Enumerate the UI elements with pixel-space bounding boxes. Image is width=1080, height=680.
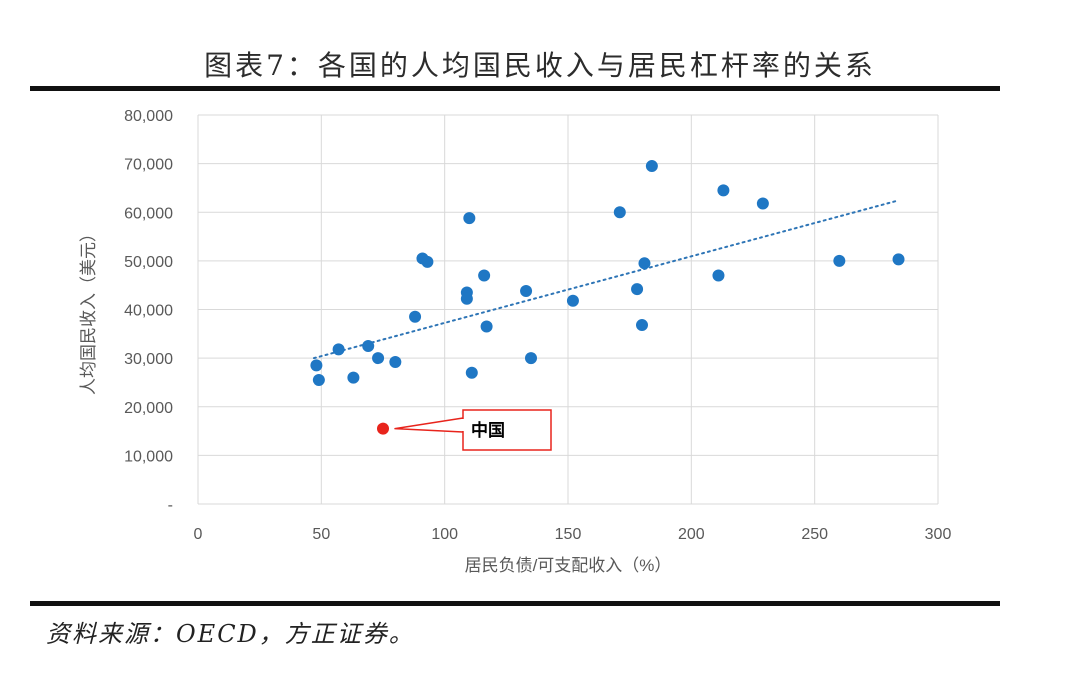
data-point	[717, 184, 730, 197]
source-note: 资料来源：OECD，方正证券。	[46, 620, 415, 648]
y-tick-label: 60,000	[124, 205, 173, 222]
x-tick-label: 50	[312, 526, 330, 543]
x-tick-label: 300	[925, 526, 952, 543]
trendline-group	[312, 200, 898, 360]
china-callout: 中国	[377, 409, 552, 451]
x-tick-label: 150	[555, 526, 582, 543]
y-tick-labels: - 10,000 20,000 30,000 40,000 50,000 60,000 70,…	[124, 108, 173, 514]
y-tick-label: 50,000	[124, 254, 173, 271]
x-tick-label: 100	[431, 526, 458, 543]
x-tick-label: 0	[194, 526, 203, 543]
data-point	[636, 319, 648, 332]
data-point	[480, 320, 493, 333]
data-point	[638, 257, 651, 270]
data-point	[465, 366, 478, 379]
grid-lines	[197, 114, 939, 505]
y-tick-label: 70,000	[124, 157, 173, 174]
data-point	[645, 160, 658, 173]
y-tick-label: 30,000	[124, 351, 173, 368]
data-point	[332, 343, 345, 356]
data-point	[756, 197, 769, 210]
y-axis-label: 人均国民收入（美元）	[79, 225, 98, 395]
data-point	[362, 339, 375, 352]
data-point	[409, 310, 422, 323]
callout-box	[462, 409, 552, 451]
x-axis-label: 居民负债/可支配收入（%）	[465, 556, 672, 575]
data-point	[631, 283, 644, 296]
data-point	[312, 374, 325, 387]
y-tick-label: -	[168, 497, 173, 514]
y-tick-label: 80,000	[124, 108, 173, 125]
data-point	[712, 269, 725, 282]
data-point	[613, 206, 626, 219]
data-point	[520, 285, 533, 298]
callout-pointer	[394, 417, 464, 433]
y-tick-label: 20,000	[124, 400, 173, 417]
x-tick-labels: 0 50 100 150 200 250 300	[194, 526, 952, 543]
data-point	[347, 371, 360, 384]
data-point	[372, 352, 385, 365]
data-point	[463, 212, 476, 225]
data-point	[389, 356, 402, 369]
callout-label: 中国	[471, 420, 505, 440]
data-points	[310, 160, 905, 387]
x-tick-label: 200	[678, 526, 705, 543]
china-data-point	[377, 422, 389, 435]
figure-title: 图表7：各国的人均国民收入与居民杠杆率的关系	[204, 49, 876, 82]
trendline	[312, 200, 898, 360]
y-tick-label: 10,000	[124, 448, 173, 465]
data-point	[833, 254, 846, 267]
data-point	[421, 255, 434, 268]
data-point	[525, 352, 537, 365]
data-point	[566, 294, 579, 307]
data-point	[460, 292, 473, 305]
top-rule	[30, 86, 1000, 91]
data-point	[478, 269, 491, 282]
bottom-rule	[30, 601, 1000, 606]
x-tick-label: 250	[801, 526, 828, 543]
data-point	[310, 359, 323, 372]
y-tick-label: 40,000	[124, 303, 173, 320]
data-point	[892, 253, 905, 266]
